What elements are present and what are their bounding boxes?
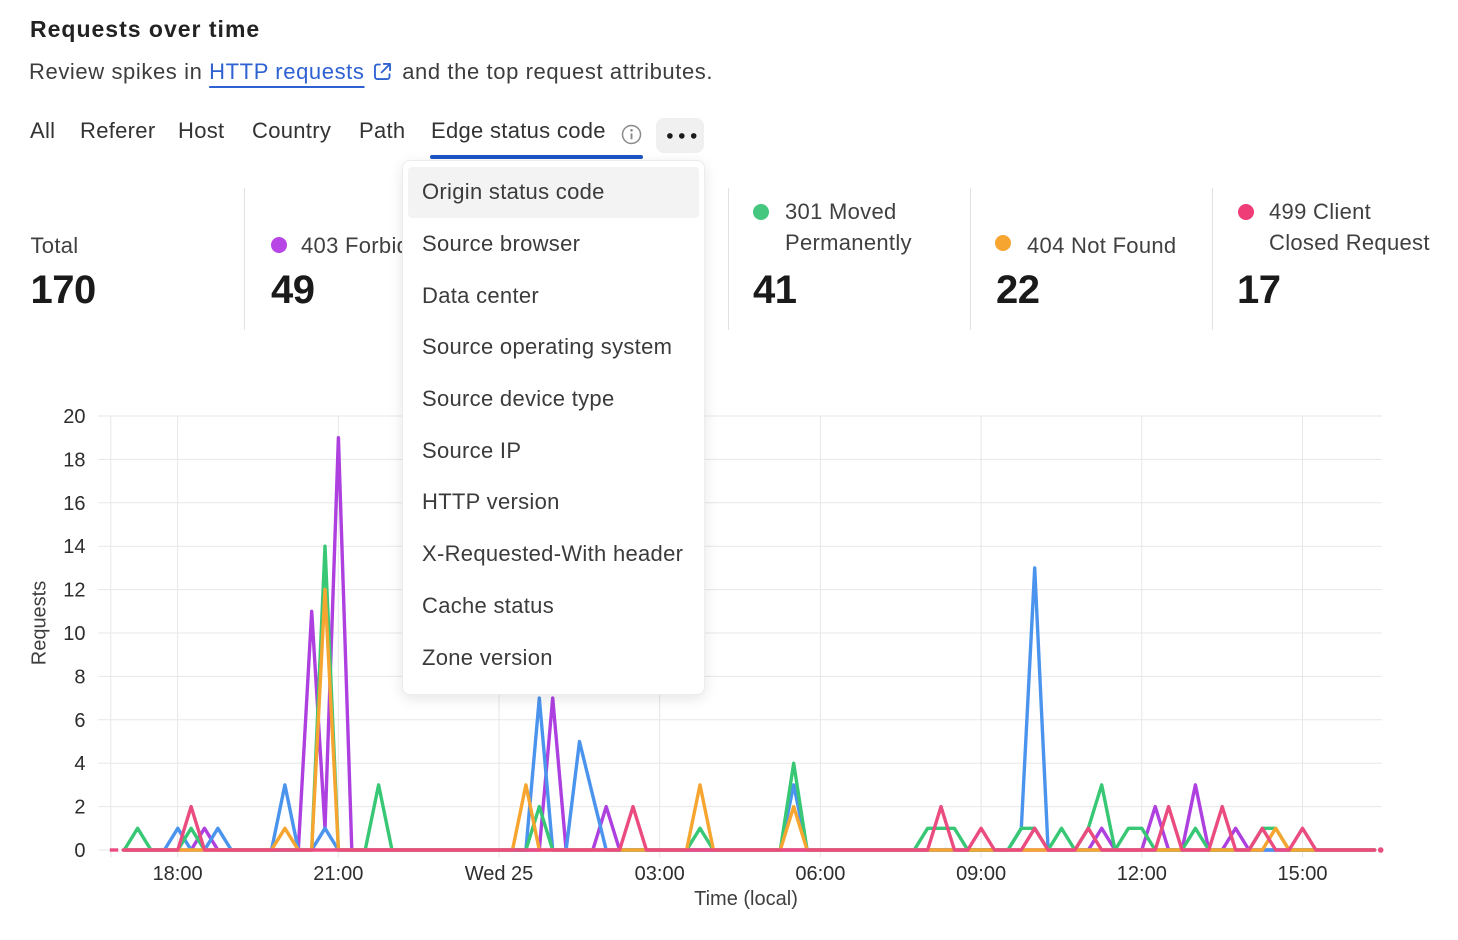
svg-text:4: 4 [74, 753, 85, 775]
svg-text:03:00: 03:00 [635, 863, 685, 885]
svg-text:0: 0 [74, 840, 85, 862]
svg-text:6: 6 [74, 710, 85, 732]
svg-text:12:00: 12:00 [1117, 863, 1167, 885]
svg-text:14: 14 [63, 536, 85, 558]
svg-text:2: 2 [74, 797, 85, 819]
svg-text:20: 20 [63, 406, 85, 428]
svg-text:Time (local): Time (local) [694, 888, 798, 910]
svg-text:8: 8 [74, 666, 85, 688]
svg-text:15:00: 15:00 [1277, 863, 1327, 885]
svg-text:18:00: 18:00 [153, 863, 203, 885]
svg-text:12: 12 [63, 580, 85, 602]
svg-text:Wed 25: Wed 25 [465, 863, 534, 885]
svg-text:10: 10 [63, 623, 85, 645]
svg-text:18: 18 [63, 449, 85, 471]
svg-text:16: 16 [63, 493, 85, 515]
svg-text:09:00: 09:00 [956, 863, 1006, 885]
svg-text:21:00: 21:00 [313, 863, 363, 885]
svg-text:06:00: 06:00 [795, 863, 845, 885]
svg-text:Requests: Requests [29, 581, 51, 666]
